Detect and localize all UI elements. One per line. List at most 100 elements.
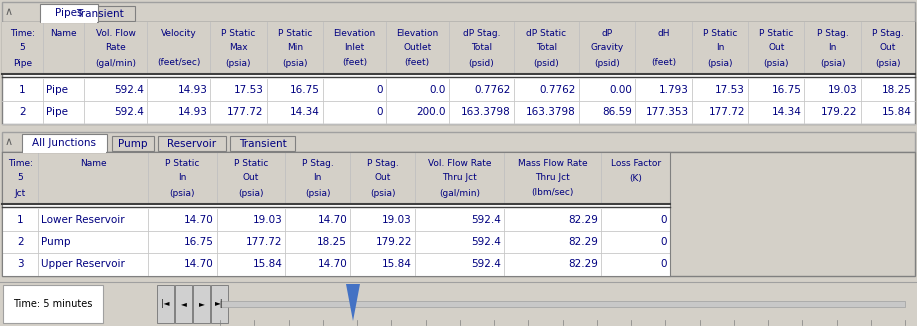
Text: Elevation: Elevation bbox=[333, 28, 376, 37]
Text: Pump: Pump bbox=[41, 237, 71, 247]
Text: Out: Out bbox=[879, 43, 896, 52]
Bar bbox=[0, 282, 917, 326]
Text: In: In bbox=[715, 43, 724, 52]
Text: P Static: P Static bbox=[221, 28, 256, 37]
Text: Time:: Time: bbox=[10, 28, 35, 37]
Text: (psia): (psia) bbox=[170, 188, 195, 198]
Text: 16.75: 16.75 bbox=[183, 237, 214, 247]
Text: P Stag.: P Stag. bbox=[367, 158, 398, 168]
Text: dH: dH bbox=[657, 28, 669, 37]
Text: 14.93: 14.93 bbox=[177, 85, 207, 95]
Text: P Stag.: P Stag. bbox=[302, 158, 334, 168]
Text: 177.353: 177.353 bbox=[646, 107, 689, 117]
Text: dP: dP bbox=[602, 28, 613, 37]
Text: 177.72: 177.72 bbox=[709, 107, 745, 117]
Bar bbox=[3, 285, 103, 323]
Text: Time:: Time: bbox=[7, 158, 33, 168]
Text: (feet/sec): (feet/sec) bbox=[157, 58, 201, 67]
Text: 163.3798: 163.3798 bbox=[461, 107, 511, 117]
Text: 0: 0 bbox=[660, 237, 667, 247]
Text: (gal/min): (gal/min) bbox=[439, 188, 480, 198]
Text: P Static: P Static bbox=[165, 158, 199, 168]
Text: (psia): (psia) bbox=[764, 58, 789, 67]
Text: Outlet: Outlet bbox=[403, 43, 431, 52]
Text: Vol. Flow: Vol. Flow bbox=[96, 28, 136, 37]
Text: 19.03: 19.03 bbox=[382, 215, 412, 225]
Bar bbox=[157, 285, 174, 323]
Text: 3: 3 bbox=[17, 259, 24, 269]
Text: 19.03: 19.03 bbox=[253, 215, 282, 225]
Text: Out: Out bbox=[243, 173, 260, 183]
Text: 14.34: 14.34 bbox=[290, 107, 320, 117]
Text: 18.25: 18.25 bbox=[882, 85, 912, 95]
Text: 82.29: 82.29 bbox=[569, 215, 598, 225]
Text: 14.70: 14.70 bbox=[183, 259, 214, 269]
Text: 14.70: 14.70 bbox=[317, 215, 348, 225]
Bar bbox=[65, 6, 135, 21]
Text: (psid): (psid) bbox=[469, 58, 494, 67]
Text: In: In bbox=[314, 173, 322, 183]
Text: 82.29: 82.29 bbox=[569, 259, 598, 269]
Text: Transient: Transient bbox=[238, 139, 286, 149]
Text: 592.4: 592.4 bbox=[115, 107, 144, 117]
Text: 15.84: 15.84 bbox=[382, 259, 412, 269]
Text: Pipe: Pipe bbox=[46, 107, 68, 117]
Text: Jct: Jct bbox=[15, 188, 26, 198]
Bar bbox=[112, 136, 154, 151]
Text: (gal/min): (gal/min) bbox=[95, 58, 137, 67]
Text: 200.0: 200.0 bbox=[416, 107, 446, 117]
Text: (psia): (psia) bbox=[305, 188, 330, 198]
Text: Mass Flow Rate: Mass Flow Rate bbox=[518, 158, 588, 168]
Text: 15.84: 15.84 bbox=[252, 259, 282, 269]
Text: (feet): (feet) bbox=[404, 58, 430, 67]
Text: Max: Max bbox=[229, 43, 248, 52]
Bar bbox=[2, 22, 915, 74]
Text: Transient: Transient bbox=[76, 9, 124, 19]
Text: Pump: Pump bbox=[118, 139, 148, 149]
Text: Upper Reservoir: Upper Reservoir bbox=[41, 259, 126, 269]
Text: Name: Name bbox=[50, 28, 77, 37]
Text: ►: ► bbox=[199, 300, 204, 308]
Bar bbox=[23, 151, 106, 153]
Text: 592.4: 592.4 bbox=[115, 85, 144, 95]
Text: Vol. Flow Rate: Vol. Flow Rate bbox=[427, 158, 492, 168]
Text: ∧: ∧ bbox=[5, 7, 13, 17]
Text: Out: Out bbox=[768, 43, 784, 52]
Polygon shape bbox=[346, 284, 360, 321]
Bar bbox=[193, 285, 210, 323]
Text: Pipes: Pipes bbox=[55, 8, 83, 18]
Text: 2: 2 bbox=[17, 237, 24, 247]
Text: 1: 1 bbox=[17, 215, 24, 225]
Text: 5: 5 bbox=[20, 43, 26, 52]
Bar bbox=[230, 136, 295, 151]
Text: 17.53: 17.53 bbox=[234, 85, 263, 95]
Text: 17.53: 17.53 bbox=[715, 85, 745, 95]
Text: Pipe: Pipe bbox=[46, 85, 68, 95]
Text: P Static: P Static bbox=[759, 28, 793, 37]
Text: 0: 0 bbox=[660, 215, 667, 225]
Text: 19.03: 19.03 bbox=[828, 85, 857, 95]
Text: 16.75: 16.75 bbox=[771, 85, 801, 95]
Bar bbox=[40, 4, 98, 22]
Text: Rate: Rate bbox=[105, 43, 127, 52]
Text: 0.7762: 0.7762 bbox=[539, 85, 576, 95]
Text: P Static: P Static bbox=[278, 28, 312, 37]
Text: 16.75: 16.75 bbox=[290, 85, 320, 95]
Text: 14.70: 14.70 bbox=[317, 259, 348, 269]
Bar bbox=[2, 22, 915, 124]
Text: 177.72: 177.72 bbox=[227, 107, 263, 117]
Text: In: In bbox=[828, 43, 837, 52]
Text: ∧: ∧ bbox=[5, 137, 13, 147]
Text: 163.3798: 163.3798 bbox=[526, 107, 576, 117]
Text: 0.0: 0.0 bbox=[429, 85, 446, 95]
Text: 14.34: 14.34 bbox=[771, 107, 801, 117]
Text: Loss Factor: Loss Factor bbox=[611, 158, 660, 168]
Text: (psia): (psia) bbox=[370, 188, 395, 198]
Text: 179.22: 179.22 bbox=[375, 237, 412, 247]
Text: dP Stag.: dP Stag. bbox=[462, 28, 500, 37]
Text: (psid): (psid) bbox=[594, 58, 620, 67]
Text: (K): (K) bbox=[629, 173, 642, 183]
Text: Elevation: Elevation bbox=[396, 28, 438, 37]
Text: ◄: ◄ bbox=[181, 300, 186, 308]
Bar bbox=[22, 134, 107, 152]
